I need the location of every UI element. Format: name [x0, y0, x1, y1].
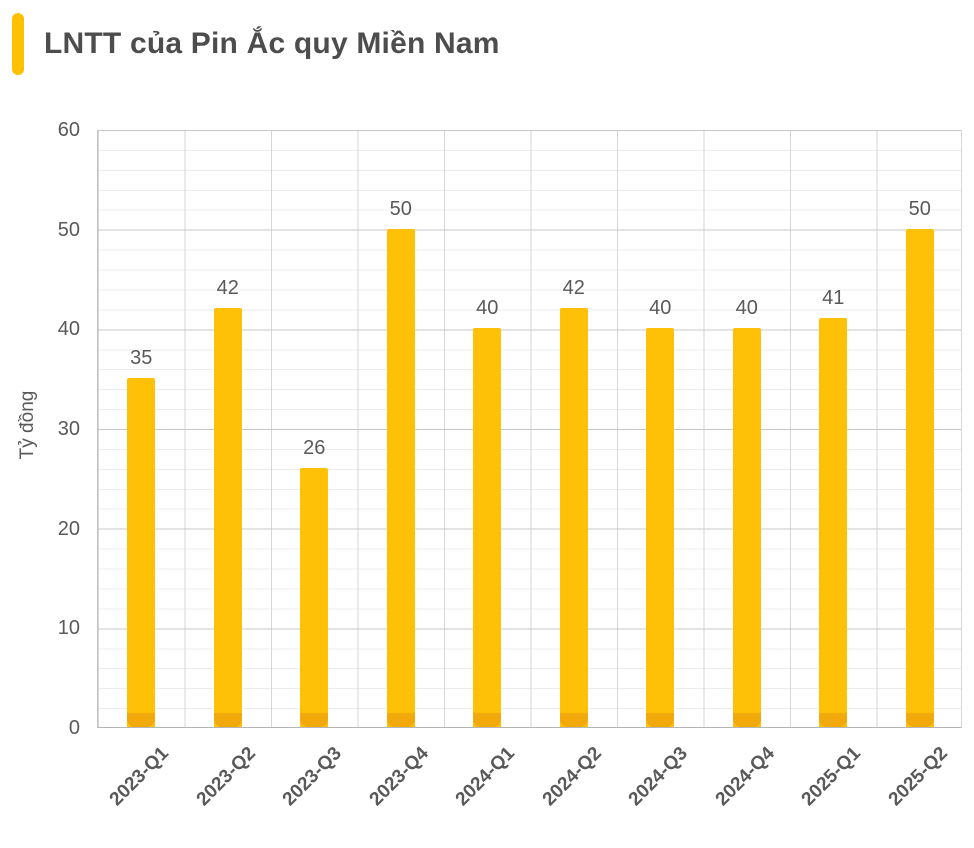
bar-slot-2023-Q4: 50 — [358, 130, 445, 727]
bar-2023-Q3: 26 — [300, 437, 329, 727]
bar-value-label: 35 — [130, 347, 153, 369]
y-tick-40: 40 — [57, 318, 80, 341]
y-tick-30: 30 — [57, 418, 80, 440]
chart-title: LNTT của Pin Ắc quy Miền Nam — [44, 27, 500, 60]
y-tick-60: 60 — [57, 119, 80, 141]
bar-slot-2023-Q3: 26 — [271, 130, 358, 727]
bar-2024-Q1: 40 — [473, 297, 502, 727]
x-label-2025-Q1: 2025-Q1 — [797, 743, 866, 811]
x-label-2024-Q4: 2024-Q4 — [711, 743, 779, 811]
y-tick-20: 20 — [57, 517, 80, 540]
bar-2025-Q2: 50 — [905, 198, 934, 727]
x-label-2025-Q2: 2025-Q2 — [884, 743, 952, 811]
bar-slot-2025-Q1: 41 — [790, 130, 877, 727]
bar-slot-2024-Q2: 42 — [531, 130, 618, 727]
bar-value-label: 42 — [216, 277, 239, 299]
plot-area: 35 42 26 50 40 42 40 40 41 50 — [97, 130, 962, 728]
x-label-2024-Q3: 2024-Q3 — [624, 743, 693, 811]
x-label-2023-Q1: 2023-Q1 — [105, 743, 174, 811]
bar-2023-Q4: 50 — [386, 198, 415, 727]
bar-value-label: 41 — [822, 287, 845, 309]
x-label-2023-Q4: 2023-Q4 — [365, 743, 433, 811]
bar-value-label: 50 — [908, 198, 931, 220]
bar-2024-Q3: 40 — [646, 297, 675, 727]
x-label-2024-Q2: 2024-Q2 — [538, 743, 606, 811]
x-label-2024-Q1: 2024-Q1 — [451, 743, 520, 811]
y-tick-0: 0 — [68, 717, 80, 739]
bar-slot-2024-Q1: 40 — [444, 130, 531, 727]
bar-2023-Q1: 35 — [127, 347, 156, 727]
bar-value-label: 50 — [389, 198, 412, 220]
bar-value-label: 40 — [649, 297, 672, 319]
bar-slot-2024-Q3: 40 — [617, 130, 704, 727]
bar-slot-2023-Q1: 35 — [98, 130, 185, 727]
x-label-2023-Q2: 2023-Q2 — [192, 743, 260, 811]
bar-value-label: 26 — [303, 437, 326, 459]
title-accent-bar — [12, 13, 24, 75]
x-label-2023-Q3: 2023-Q3 — [278, 743, 347, 811]
bar-2024-Q4: 40 — [732, 297, 761, 727]
bar-2024-Q2: 42 — [559, 277, 588, 727]
bar-2023-Q2: 42 — [213, 277, 242, 727]
bar-slot-2023-Q2: 42 — [185, 130, 272, 727]
chart-header: LNTT của Pin Ắc quy Miền Nam — [12, 13, 500, 75]
bar-2025-Q1: 41 — [819, 287, 848, 727]
y-tick-10: 10 — [57, 617, 80, 640]
bar-slot-2025-Q2: 50 — [877, 130, 964, 727]
bar-slot-2024-Q4: 40 — [704, 130, 791, 727]
bar-value-label: 42 — [562, 277, 585, 299]
bar-value-label: 40 — [476, 297, 499, 319]
bar-value-label: 40 — [735, 297, 758, 319]
y-tick-50: 50 — [57, 218, 80, 241]
